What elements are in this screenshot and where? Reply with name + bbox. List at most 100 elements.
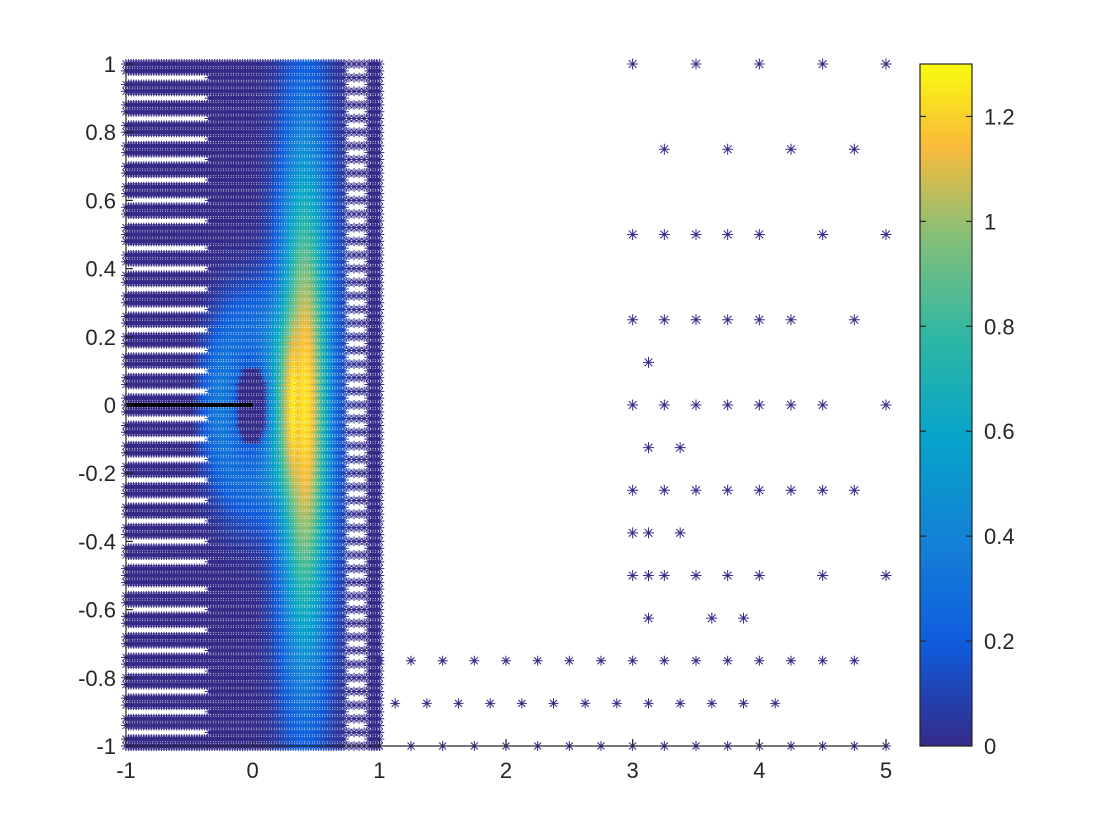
field-marker [359,536,370,547]
field-marker [374,372,385,383]
field-marker [374,502,385,513]
field-marker [359,345,370,356]
field-marker [349,631,359,642]
field-marker [349,427,359,438]
field-marker [374,727,385,738]
field-marker [338,577,349,588]
dense-marker-field [121,59,385,751]
field-marker [349,413,359,424]
field-marker [343,686,354,697]
field-marker [359,618,370,629]
plot-area [121,58,892,751]
field-marker [359,468,370,479]
field-marker [374,488,385,499]
field-marker [374,618,385,629]
field-marker [343,413,354,424]
field-marker [338,475,349,486]
field-marker [349,440,359,451]
field-marker [374,570,385,581]
field-marker [338,359,349,370]
field-marker [359,686,370,697]
field-marker [338,461,349,472]
field-marker [338,734,349,745]
field-marker [354,618,365,629]
field-marker [338,556,349,567]
field-marker [374,556,385,567]
field-marker [338,434,349,445]
field-marker [349,563,359,574]
field-marker [338,604,349,615]
field-marker [359,550,370,561]
field-marker [354,590,365,601]
field-marker [354,631,365,642]
field-marker [374,365,385,376]
field-marker [354,727,365,738]
field-marker [374,693,385,704]
field-marker [359,631,370,642]
field-marker [374,563,385,574]
field-marker [338,454,349,465]
field-marker [359,727,370,738]
field-marker [349,550,359,561]
field-marker [343,590,354,601]
field-marker [374,631,385,642]
field-marker [349,359,359,370]
field-marker [374,468,385,479]
field-marker [338,625,349,636]
field-marker [354,481,365,492]
field-marker [359,645,370,656]
field-marker [343,359,354,370]
field-marker [343,700,354,711]
field-marker [359,713,370,724]
field-marker [374,515,385,526]
field-marker [343,427,354,438]
field-marker [338,672,349,683]
field-marker [338,406,349,417]
field-marker [349,727,359,738]
field-marker [349,577,359,588]
field-marker [343,400,354,410]
field-marker [374,590,385,601]
field-marker [343,550,354,561]
field-marker [374,461,385,472]
field-marker [354,359,365,370]
field-marker [354,372,365,383]
field-marker [349,659,359,670]
field-marker [374,672,385,683]
field-marker [354,495,365,506]
field-marker [359,700,370,711]
field-marker [338,563,349,574]
field-marker [374,434,385,445]
field-marker [374,638,385,649]
field-marker [338,495,349,506]
field-marker [338,713,349,724]
field-marker [338,570,349,581]
field-marker [349,645,359,656]
field-marker [354,468,365,479]
field-marker [338,631,349,642]
field-marker [338,597,349,608]
field-marker [349,590,359,601]
field-marker [354,440,365,451]
field-marker [338,529,349,540]
field-marker [338,365,349,376]
field-marker [374,645,385,656]
field-marker [349,672,359,683]
field-marker [374,577,385,588]
field-marker [338,706,349,717]
field-marker [338,543,349,554]
field-marker [374,700,385,711]
field-marker [374,420,385,431]
field-marker [343,372,354,383]
field-marker [359,386,370,397]
field-marker [374,679,385,690]
field-marker [374,427,385,438]
field-marker [374,440,385,451]
field-marker [343,481,354,492]
field-marker [374,359,385,370]
field-marker [374,720,385,731]
field-marker [338,400,349,410]
field-marker [343,440,354,451]
field-marker [354,645,365,656]
field-marker [374,686,385,697]
